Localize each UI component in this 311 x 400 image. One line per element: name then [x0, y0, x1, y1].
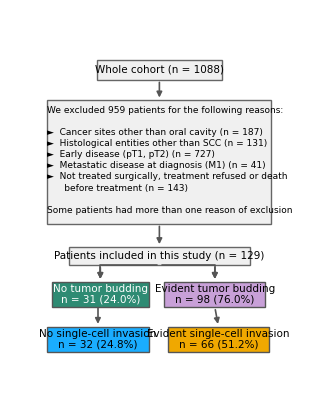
FancyBboxPatch shape: [52, 282, 149, 307]
FancyBboxPatch shape: [168, 327, 269, 352]
Text: Patients included in this study (n = 129): Patients included in this study (n = 129…: [54, 251, 265, 261]
Text: n = 98 (76.0%): n = 98 (76.0%): [175, 295, 254, 305]
Text: No tumor budding: No tumor budding: [53, 284, 148, 294]
FancyBboxPatch shape: [47, 327, 149, 352]
Text: ►  Early disease (pT1, pT2) (n = 727): ► Early disease (pT1, pT2) (n = 727): [47, 150, 215, 159]
Text: Evident single-cell invasion: Evident single-cell invasion: [147, 330, 290, 340]
Text: We excluded 959 patients for the following reasons:: We excluded 959 patients for the followi…: [47, 106, 284, 115]
FancyBboxPatch shape: [47, 100, 272, 224]
Text: Some patients had more than one reason of exclusion: Some patients had more than one reason o…: [47, 206, 293, 215]
Text: ►  Not treated surgically, treatment refused or death: ► Not treated surgically, treatment refu…: [47, 172, 288, 182]
Text: n = 31 (24.0%): n = 31 (24.0%): [61, 295, 140, 305]
Text: ►  Metastatic disease at diagnosis (M1) (n = 41): ► Metastatic disease at diagnosis (M1) (…: [47, 161, 266, 170]
Text: before treatment (n = 143): before treatment (n = 143): [47, 184, 188, 192]
Text: ►  Cancer sites other than oral cavity (n = 187): ► Cancer sites other than oral cavity (n…: [47, 128, 263, 137]
Text: n = 32 (24.8%): n = 32 (24.8%): [58, 340, 138, 350]
FancyBboxPatch shape: [97, 60, 222, 80]
Text: n = 66 (51.2%): n = 66 (51.2%): [179, 340, 258, 350]
Text: Evident tumor budding: Evident tumor budding: [155, 284, 275, 294]
Text: Whole cohort (n = 1088): Whole cohort (n = 1088): [95, 64, 224, 74]
FancyBboxPatch shape: [164, 282, 266, 307]
Text: No single-cell invasion: No single-cell invasion: [39, 330, 156, 340]
FancyBboxPatch shape: [69, 247, 250, 265]
Text: ►  Histological entities other than SCC (n = 131): ► Histological entities other than SCC (…: [47, 139, 267, 148]
